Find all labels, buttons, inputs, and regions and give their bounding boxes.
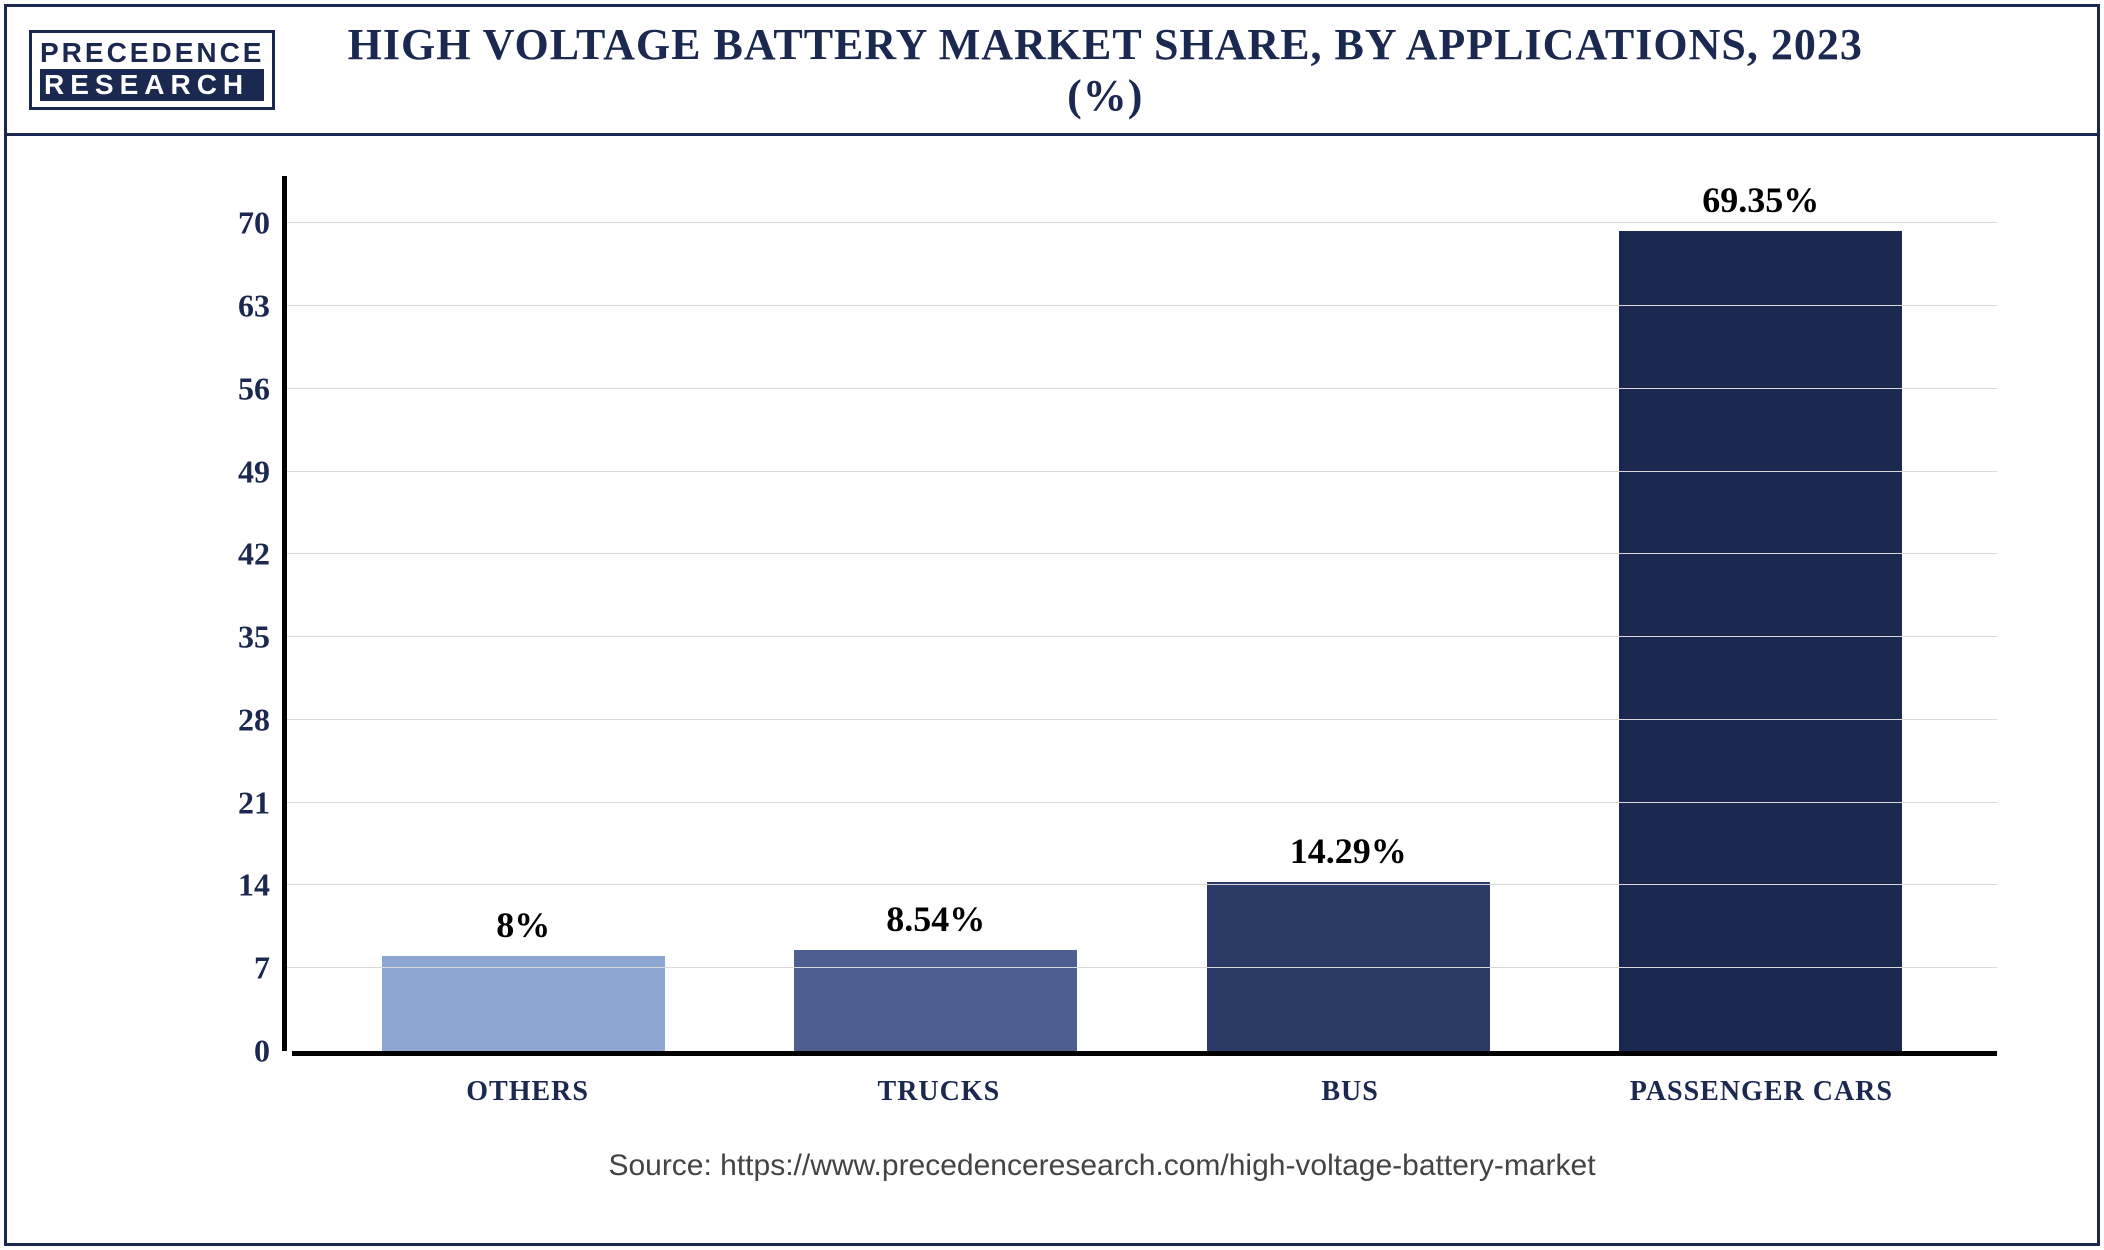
bar-value-label: 8.54% — [886, 898, 985, 940]
y-tick: 70 — [238, 205, 270, 242]
y-tick: 21 — [238, 784, 270, 821]
bar-value-label: 14.29% — [1290, 830, 1407, 872]
bar-rect — [1619, 231, 1902, 1051]
bar-rect — [382, 956, 665, 1051]
header-bar: PRECEDENCE RESEARCH HIGH VOLTAGE BATTERY… — [7, 7, 2097, 136]
grid-line — [287, 222, 1997, 223]
x-labels: OTHERS TRUCKS BUS PASSENGER CARS — [292, 1056, 1997, 1131]
y-tick: 42 — [238, 536, 270, 573]
chart-frame: PRECEDENCE RESEARCH HIGH VOLTAGE BATTERY… — [4, 4, 2100, 1246]
y-tick: 28 — [238, 701, 270, 738]
bar-column: 8.54% — [754, 176, 1117, 1051]
y-tick: 63 — [238, 288, 270, 325]
y-tick: 35 — [238, 619, 270, 656]
logo: PRECEDENCE RESEARCH — [29, 30, 275, 110]
bar-column: 14.29% — [1167, 176, 1530, 1051]
chart-body: 0 7 14 21 28 35 42 49 56 63 70 8% 8.54% 14.29% 69.35%… — [7, 136, 2097, 1243]
bar-column: 8% — [342, 176, 705, 1051]
chart-title: HIGH VOLTAGE BATTERY MARKET SHARE, BY AP… — [315, 19, 2075, 121]
y-tick: 14 — [238, 867, 270, 904]
bar-value-label: 69.35% — [1702, 179, 1819, 221]
x-category-label: PASSENGER CARS — [1580, 1076, 1942, 1131]
grid-line — [287, 388, 1997, 389]
x-category-label: BUS — [1169, 1076, 1531, 1131]
y-axis: 07142128354249566370 — [207, 176, 287, 1051]
bar-column: 69.35% — [1579, 176, 1942, 1051]
y-tick: 7 — [254, 950, 270, 987]
bar-rect — [794, 950, 1077, 1051]
bar-value-label: 8% — [496, 904, 550, 946]
grid-line — [287, 884, 1997, 885]
bars-row: 8% 8.54% 14.29% 69.35% — [287, 176, 1997, 1051]
grid-line — [287, 305, 1997, 306]
logo-line1: PRECEDENCE — [40, 39, 264, 67]
x-axis: OTHERS TRUCKS BUS PASSENGER CARS — [292, 1051, 1997, 1131]
grid-line — [287, 967, 1997, 968]
y-tick: 0 — [254, 1033, 270, 1070]
source-line: Source: https://www.precedenceresearch.c… — [207, 1131, 1997, 1213]
y-tick: 56 — [238, 370, 270, 407]
x-category-label: TRUCKS — [758, 1076, 1120, 1131]
x-category-label: OTHERS — [347, 1076, 709, 1131]
plot-wrap: 07142128354249566370 8%8.54%14.29%69.35% — [207, 176, 1997, 1051]
grid-line — [287, 471, 1997, 472]
plot-area: 8% 8.54% 14.29% 69.35% — [287, 176, 1997, 1051]
grid-line — [287, 636, 1997, 637]
grid-line — [287, 802, 1997, 803]
y-tick: 49 — [238, 453, 270, 490]
grid-line — [287, 719, 1997, 720]
logo-line2: RESEARCH — [40, 69, 264, 101]
grid-line — [287, 553, 1997, 554]
